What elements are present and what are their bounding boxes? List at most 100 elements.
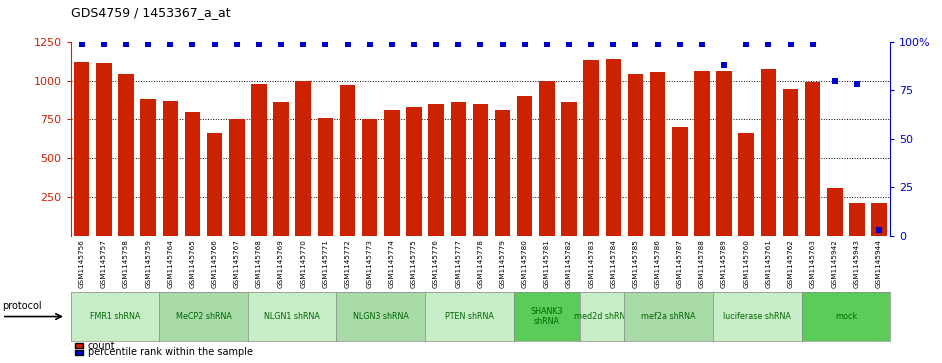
Bar bbox=[627, 74, 643, 236]
Point bbox=[406, 41, 421, 46]
Bar bbox=[74, 62, 89, 236]
Text: GSM1145763: GSM1145763 bbox=[810, 239, 816, 287]
Point bbox=[540, 41, 555, 46]
Bar bbox=[296, 81, 311, 236]
Text: GSM1145776: GSM1145776 bbox=[433, 239, 439, 287]
Bar bbox=[694, 71, 709, 236]
Point bbox=[871, 227, 886, 233]
Bar bbox=[317, 118, 333, 236]
Bar bbox=[163, 101, 178, 236]
Bar bbox=[716, 71, 732, 236]
Text: GSM1145788: GSM1145788 bbox=[699, 239, 705, 287]
Bar bbox=[783, 89, 798, 236]
Point bbox=[163, 41, 178, 46]
Bar bbox=[539, 81, 555, 236]
Text: GSM1145757: GSM1145757 bbox=[101, 239, 106, 287]
Bar bbox=[273, 102, 289, 236]
Point bbox=[650, 41, 665, 46]
Text: GDS4759 / 1453367_a_at: GDS4759 / 1453367_a_at bbox=[71, 6, 230, 19]
Point bbox=[717, 62, 732, 68]
Text: mef2a shRNA: mef2a shRNA bbox=[642, 312, 696, 321]
Text: NLGN1 shRNA: NLGN1 shRNA bbox=[264, 312, 320, 321]
Bar bbox=[650, 72, 665, 236]
Bar bbox=[561, 102, 577, 236]
Point bbox=[561, 41, 577, 46]
Text: GSM1145773: GSM1145773 bbox=[366, 239, 373, 287]
Text: MeCP2 shRNA: MeCP2 shRNA bbox=[175, 312, 232, 321]
Text: GSM1145762: GSM1145762 bbox=[788, 239, 793, 287]
Text: GSM1145761: GSM1145761 bbox=[765, 239, 771, 287]
Bar bbox=[229, 119, 245, 236]
Bar bbox=[96, 64, 111, 236]
Text: SHANK3
shRNA: SHANK3 shRNA bbox=[530, 307, 563, 326]
Bar bbox=[517, 96, 532, 236]
Text: GSM1145772: GSM1145772 bbox=[345, 239, 350, 287]
Bar bbox=[362, 119, 378, 236]
Text: GSM1145786: GSM1145786 bbox=[655, 239, 660, 287]
Text: GSM1145778: GSM1145778 bbox=[478, 239, 483, 287]
Text: GSM1145766: GSM1145766 bbox=[212, 239, 218, 287]
Point bbox=[739, 41, 754, 46]
Bar bbox=[384, 110, 399, 236]
Point bbox=[229, 41, 244, 46]
Bar bbox=[827, 188, 842, 236]
Bar bbox=[252, 84, 267, 236]
Point bbox=[584, 41, 599, 46]
Bar bbox=[583, 60, 599, 236]
Bar bbox=[495, 110, 511, 236]
Point bbox=[517, 41, 532, 46]
Point bbox=[384, 41, 399, 46]
Point bbox=[96, 41, 111, 46]
Text: GSM1145760: GSM1145760 bbox=[743, 239, 749, 287]
Text: GSM1145782: GSM1145782 bbox=[566, 239, 572, 287]
Point bbox=[805, 41, 820, 46]
Point bbox=[850, 82, 865, 87]
Text: mock: mock bbox=[835, 312, 857, 321]
Text: GSM1145784: GSM1145784 bbox=[610, 239, 616, 287]
Text: luciferase shRNA: luciferase shRNA bbox=[723, 312, 791, 321]
Point bbox=[628, 41, 643, 46]
Point bbox=[317, 41, 333, 46]
Text: FMR1 shRNA: FMR1 shRNA bbox=[89, 312, 140, 321]
Point bbox=[340, 41, 355, 46]
Bar bbox=[406, 107, 422, 236]
Bar bbox=[739, 134, 754, 236]
Point bbox=[694, 41, 709, 46]
Text: GSM1145943: GSM1145943 bbox=[854, 239, 860, 287]
Text: GSM1145785: GSM1145785 bbox=[632, 239, 639, 287]
Text: GSM1145758: GSM1145758 bbox=[123, 239, 129, 287]
Text: GSM1145777: GSM1145777 bbox=[455, 239, 462, 287]
Point bbox=[783, 41, 798, 46]
Text: GSM1145770: GSM1145770 bbox=[300, 239, 306, 287]
Text: GSM1145769: GSM1145769 bbox=[278, 239, 284, 287]
Bar bbox=[450, 102, 466, 236]
Text: GSM1145779: GSM1145779 bbox=[499, 239, 506, 287]
Point bbox=[207, 41, 222, 46]
Point bbox=[495, 41, 511, 46]
Text: percentile rank within the sample: percentile rank within the sample bbox=[88, 347, 252, 357]
Text: GSM1145944: GSM1145944 bbox=[876, 239, 882, 287]
Point bbox=[606, 41, 621, 46]
Point bbox=[74, 41, 89, 46]
Bar bbox=[119, 74, 134, 236]
Bar bbox=[473, 104, 488, 236]
Text: NLGN3 shRNA: NLGN3 shRNA bbox=[353, 312, 409, 321]
Bar bbox=[140, 99, 156, 236]
Bar bbox=[760, 69, 776, 236]
Point bbox=[296, 41, 311, 46]
Text: protocol: protocol bbox=[2, 301, 41, 311]
Text: med2d shRNA: med2d shRNA bbox=[574, 312, 631, 321]
Point bbox=[273, 41, 288, 46]
Point bbox=[119, 41, 134, 46]
Point bbox=[673, 41, 688, 46]
Text: GSM1145780: GSM1145780 bbox=[522, 239, 528, 287]
Text: GSM1145764: GSM1145764 bbox=[168, 239, 173, 287]
Text: GSM1145942: GSM1145942 bbox=[832, 239, 837, 287]
Text: PTEN shRNA: PTEN shRNA bbox=[445, 312, 494, 321]
Bar bbox=[185, 112, 201, 236]
Bar bbox=[804, 82, 820, 236]
Text: GSM1145781: GSM1145781 bbox=[544, 239, 550, 287]
Point bbox=[827, 78, 842, 83]
Bar bbox=[606, 59, 621, 236]
Point bbox=[362, 41, 377, 46]
